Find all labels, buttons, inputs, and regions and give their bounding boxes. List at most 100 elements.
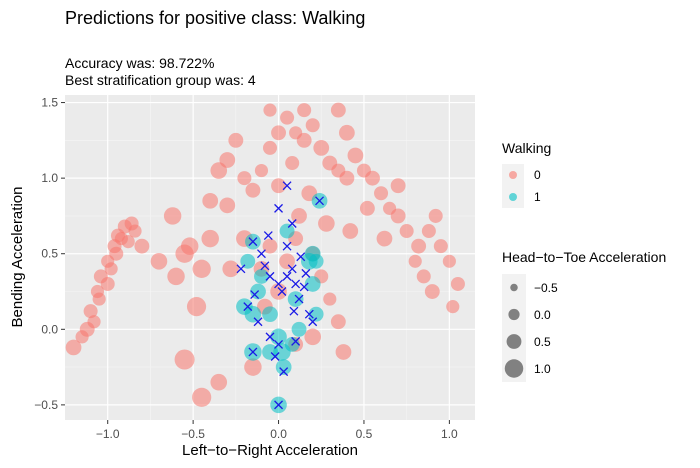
data-point-walking-0 [75,330,89,344]
data-point-walking-0 [399,224,414,239]
data-point-walking-0 [237,171,252,186]
prediction-x-marker [260,261,270,271]
data-point-walking-1 [304,245,321,262]
data-point-walking-1 [291,321,307,337]
data-point-walking-0 [442,254,456,268]
data-point-walking-0 [167,267,185,286]
data-point-walking-0 [411,238,427,254]
data-point-walking-0 [150,252,168,270]
prediction-x-marker [256,249,266,259]
prediction-x-marker [282,241,292,251]
legend-size-key [506,334,522,349]
data-point-walking-1 [275,359,292,375]
data-point-walking-1 [262,306,278,323]
data-point-walking-0 [318,215,335,232]
data-point-walking-0 [450,276,465,291]
data-point-walking-0 [271,178,286,194]
color-legend-title: Walking [502,140,551,156]
prediction-x-marker [265,271,275,281]
chart-title: Predictions for positive class: Walking [65,8,365,28]
legend-label-walking-1: 1 [534,190,541,204]
legend-key-walking-0 [509,171,517,179]
data-point-walking-0 [424,284,440,299]
prediction-x-marker [287,264,297,274]
size-legend-title: Head−to−Toe Acceleration [502,249,666,265]
data-point-walking-0 [359,200,375,216]
prediction-x-marker [308,317,318,327]
data-point-walking-0 [262,140,278,155]
data-point-walking-0 [202,192,219,209]
data-point-walking-0 [93,269,108,284]
x-markers [236,181,325,410]
prediction-x-marker [250,290,260,299]
prediction-x-marker [304,309,314,319]
y-tick-label: 1.5 [41,96,58,110]
data-point-walking-0 [297,103,312,118]
prediction-x-marker [282,271,292,281]
chart-subtitle-line-2: Best stratification group was: 4 [65,72,256,88]
data-point-walking-0 [174,349,195,370]
data-point-walking-0 [374,186,389,201]
data-point-walking-0 [304,328,322,346]
data-point-walking-0 [342,223,359,239]
data-point-walking-0 [90,284,105,299]
data-point-walking-0 [313,140,330,156]
data-point-walking-0 [134,238,150,254]
y-tick-label: 1.0 [41,171,58,185]
data-point-walking-0 [65,339,82,356]
data-point-walking-0 [219,197,236,214]
data-point-walking-0 [228,132,244,148]
legend-size-label: 0.5 [534,335,551,349]
chart-subtitle-line-1: Accuracy was: 98.722% [65,55,214,71]
prediction-x-marker [296,252,306,262]
data-point-walking-0 [101,254,115,268]
data-point-walking-1 [254,268,269,284]
data-point-walking-1 [270,328,287,346]
x-tick-label: 1.0 [441,427,458,441]
prediction-x-marker [301,268,311,278]
prediction-x-marker [274,279,284,289]
data-point-walking-0 [107,239,122,254]
data-point-walking-0 [254,164,269,178]
legend-label-walking-0: 0 [534,168,541,182]
data-point-walking-0 [433,239,448,254]
data-point-walking-1 [304,276,321,292]
x-tick-label: 0.0 [270,427,287,441]
prediction-x-marker [243,302,253,312]
data-point-walking-0 [347,147,364,164]
y-axis-title: Bending Acceleration [9,187,26,328]
data-point-walking-0 [128,224,142,238]
data-point-walking-0 [305,118,320,133]
prediction-x-marker [294,294,304,304]
data-point-walking-0 [180,237,199,255]
data-point-walking-0 [110,228,125,243]
prediction-x-marker [291,279,301,289]
prediction-x-marker [287,219,297,228]
data-point-walking-0 [280,110,295,125]
prediction-x-marker [270,352,280,361]
data-point-walking-0 [263,103,277,117]
legend-size-label: 1.0 [534,362,551,376]
prediction-x-marker [274,339,284,349]
data-point-walking-0 [270,283,287,300]
x-tick-label: −0.5 [181,427,205,441]
data-point-walking-0 [244,358,262,376]
legend-key-walking-1 [509,193,517,201]
legend-size-key [508,308,520,321]
data-point-walking-0 [296,132,312,148]
prediction-x-marker [253,317,263,327]
axis-ticks: −1.0 −0.5 0.0 0.5 1.0 −0.5 0.0 0.5 1.0 1.5 [34,96,458,441]
data-point-walking-0 [339,170,355,186]
x-tick-label: 0.5 [356,427,373,441]
data-point-walking-0 [390,208,406,224]
data-point-walking-0 [192,259,211,278]
y-tick-label: 0.0 [41,322,58,336]
data-point-walking-0 [421,224,436,239]
data-point-walking-0 [262,238,278,254]
legend-size-key [510,283,518,292]
y-tick-label: 0.5 [41,247,58,261]
color-legend: Walking 0 1 [502,140,551,208]
data-point-walking-0 [219,152,236,168]
